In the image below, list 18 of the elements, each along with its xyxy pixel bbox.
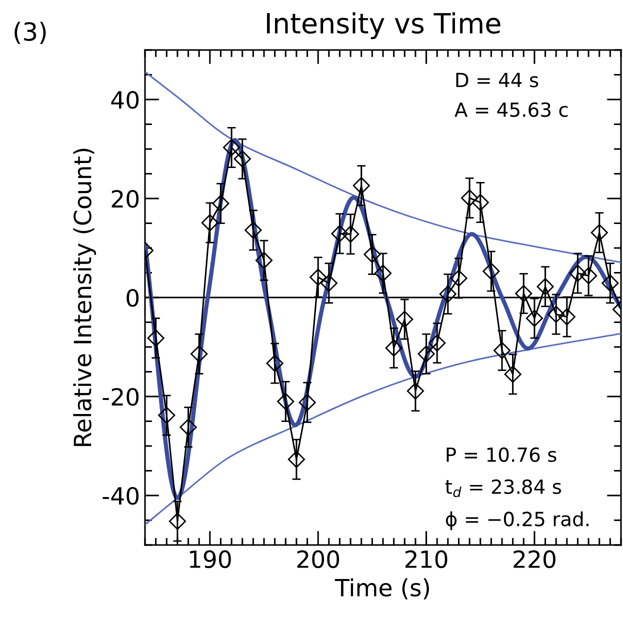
annotation: P = 10.76 s	[446, 447, 556, 462]
x-tick-label: 210	[405, 550, 448, 568]
y-tick-label: 0	[126, 288, 139, 307]
x-tick-label: 220	[514, 550, 556, 568]
y-axis-title: Relative Intensity (Count)	[73, 148, 96, 446]
annotation: A = 45.63 c	[454, 102, 568, 118]
annotation: t$_{d}$ = 23.84 s	[445, 479, 562, 498]
text: (3)	[14, 22, 46, 44]
x-axis-title: Time (s)	[334, 578, 429, 600]
x-tick-label: 200	[297, 550, 340, 568]
y-tick-label: -20	[102, 388, 139, 406]
x-tick-label: 190	[190, 550, 231, 568]
chart-title: Intensity vs Time	[267, 12, 500, 40]
y-tick-label: 20	[112, 190, 139, 208]
annotation: D = 44 s	[456, 72, 538, 88]
annotation: ϕ = −0.25 rad.	[446, 511, 588, 530]
y-tick-label: -40	[102, 486, 139, 505]
y-tick-label: 40	[111, 90, 139, 109]
